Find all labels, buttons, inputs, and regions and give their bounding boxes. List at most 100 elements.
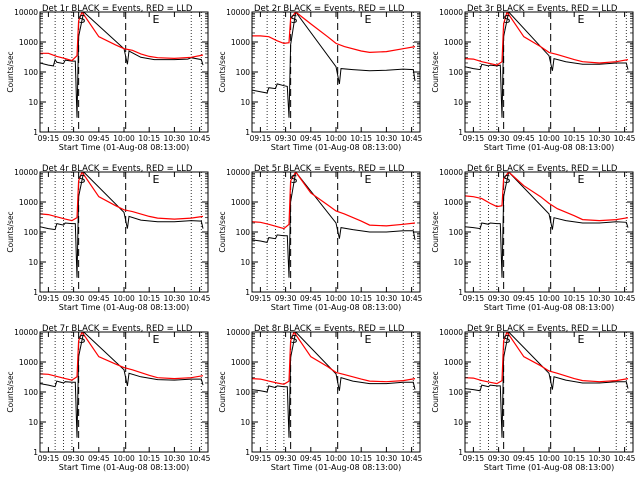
x-tick-label: 10:15 [138,134,160,143]
x-tick-label: 09:45 [88,134,110,143]
marker-label-e: E [152,333,159,346]
plot-title: Det 9r BLACK = Events, RED = LLD [467,324,618,334]
y-tick-label: 1000 [19,38,38,47]
x-tick-label: 10:45 [189,134,211,143]
plot-title: Det 7r BLACK = Events, RED = LLD [42,324,193,334]
marker-label-e: E [152,13,159,26]
marker-label-s: S [291,333,298,346]
y-tick-label: 1 [245,448,250,457]
x-tick-label: 09:45 [513,294,535,303]
x-tick-label: 10:45 [614,454,636,463]
y-tick-label: 1000 [19,358,38,367]
x-tick-label: 10:45 [401,454,423,463]
plot-title: Det 8r BLACK = Events, RED = LLD [254,324,405,334]
y-axis-label: Counts/sec [218,51,227,92]
lld-series-line [252,172,416,230]
y-tick-label: 1000 [444,38,463,47]
plot-frame [39,331,209,453]
y-tick-label: 10000 [439,8,463,17]
y-axis-label: Counts/sec [218,371,227,412]
y-tick-label: 100 [24,228,39,237]
x-tick-label: 09:45 [300,134,322,143]
y-tick-label: 100 [24,388,39,397]
x-tick-label: 10:15 [350,134,372,143]
plot-title: Det 4r BLACK = Events, RED = LLD [42,164,193,174]
lld-series-line [465,332,629,385]
x-tick-label: 09:30 [488,134,510,143]
plot-title: Det 5r BLACK = Events, RED = LLD [254,164,405,174]
x-tick-label: 10:15 [138,294,160,303]
marker-label-s: S [504,173,511,186]
marker-label-s: S [291,13,298,26]
x-tick-label: 10:30 [376,134,398,143]
x-tick-label: 10:45 [401,294,423,303]
x-tick-label: 09:15 [463,294,485,303]
y-tick-label: 10000 [226,328,250,337]
marker-label-e: E [364,333,371,346]
marker-label-e: E [577,333,584,346]
y-axis-label: Counts/sec [6,371,15,412]
x-tick-label: 10:15 [563,134,585,143]
plot-frame [39,171,209,293]
x-tick-label: 09:30 [63,454,85,463]
x-tick-label: 10:45 [614,294,636,303]
plot-frame [251,331,421,453]
y-tick-label: 1000 [231,358,250,367]
plot-title: Det 6r BLACK = Events, RED = LLD [467,164,618,174]
x-tick-label: 10:30 [376,294,398,303]
plot-frame [39,11,209,133]
lld-series-line [465,172,629,222]
x-tick-label: 10:45 [614,134,636,143]
y-tick-label: 10000 [14,328,38,337]
y-axis-label: Counts/sec [431,371,440,412]
marker-label-e: E [577,173,584,186]
y-tick-label: 10000 [14,8,38,17]
x-tick-label: 10:00 [325,134,347,143]
x-tick-label: 10:30 [376,454,398,463]
events-series-line [40,172,204,278]
x-tick-label: 09:15 [38,454,60,463]
y-tick-label: 10 [240,418,250,427]
y-tick-label: 100 [449,388,464,397]
y-tick-label: 10 [453,98,463,107]
events-series-line [465,332,629,438]
y-tick-label: 1 [33,448,38,457]
lld-series-line [40,12,204,62]
y-tick-label: 100 [449,68,464,77]
y-tick-label: 10 [28,418,38,427]
x-tick-label: 09:15 [463,134,485,143]
x-tick-label: 10:30 [164,294,186,303]
x-tick-label: 10:30 [164,134,186,143]
y-tick-label: 100 [24,68,39,77]
marker-label-s: S [504,13,511,26]
lld-series-line [40,332,204,381]
plot-title: Det 3r BLACK = Events, RED = LLD [467,4,618,14]
x-tick-label: 09:15 [38,134,60,143]
x-tick-label: 09:15 [250,294,272,303]
marker-label-s: S [79,333,86,346]
x-tick-label: 10:15 [563,294,585,303]
marker-label-s: S [79,13,86,26]
x-tick-label: 10:00 [113,454,135,463]
y-tick-label: 1000 [444,358,463,367]
y-tick-label: 1 [458,288,463,297]
x-tick-label: 09:45 [88,454,110,463]
x-tick-label: 10:45 [189,454,211,463]
x-tick-label: 10:30 [164,454,186,463]
marker-label-s: S [291,173,298,186]
y-tick-label: 10000 [226,8,250,17]
y-tick-label: 10000 [439,328,463,337]
x-tick-label: 09:45 [300,454,322,463]
x-tick-label: 10:00 [538,294,560,303]
events-series-line [252,12,416,118]
plot-frame [464,331,634,453]
x-axis-label: Start Time (01-Aug-08 08:13:00) [271,303,402,312]
x-axis-label: Start Time (01-Aug-08 08:13:00) [484,143,615,152]
plot-title: Det 2r BLACK = Events, RED = LLD [254,4,405,14]
y-axis-label: Counts/sec [6,211,15,252]
